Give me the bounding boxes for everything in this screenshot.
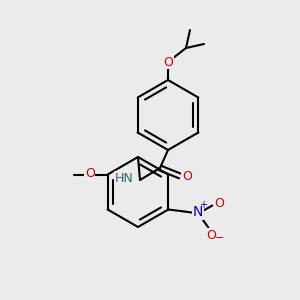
Text: O: O	[85, 167, 94, 180]
Text: +: +	[199, 200, 207, 211]
Text: O: O	[182, 169, 192, 182]
Text: O: O	[214, 197, 224, 210]
Text: −: −	[214, 232, 224, 242]
Text: HN: HN	[114, 172, 133, 184]
Text: O: O	[206, 229, 216, 242]
Text: O: O	[163, 56, 173, 68]
Text: N: N	[193, 206, 203, 220]
